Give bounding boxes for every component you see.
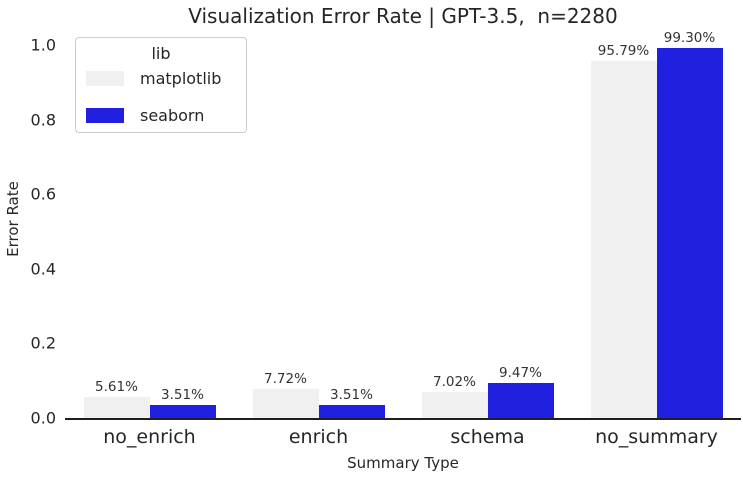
x-tick-label-no_enrich: no_enrich: [103, 426, 196, 448]
bar-seaborn-enrich: [318, 405, 385, 418]
y-tick-label: 0.2: [30, 333, 56, 353]
y-tick-label: 0.4: [30, 259, 56, 279]
legend-label: matplotlib: [140, 69, 222, 88]
bar-seaborn-schema: [487, 383, 554, 418]
x-axis-label: Summary Type: [347, 454, 459, 472]
bar-value-label: 5.61%: [95, 379, 138, 395]
y-tick-label: 0.0: [30, 408, 56, 428]
bar-value-label: 99.30%: [663, 30, 716, 46]
bar-matplotlib-no_enrich: [83, 397, 150, 418]
x-tick-label-schema: schema: [450, 426, 525, 448]
bar-seaborn-no_enrich: [149, 405, 216, 418]
legend-swatch-seaborn: [86, 108, 124, 123]
bar-value-label: 95.79%: [597, 43, 650, 59]
chart-title: Visualization Error Rate | GPT-3.5, n=22…: [188, 4, 618, 28]
bar-value-label: 7.02%: [433, 374, 476, 390]
bar-matplotlib-no_summary: [590, 61, 657, 418]
y-tick-label: 0.6: [30, 184, 56, 204]
y-tick-label: 0.8: [30, 110, 56, 130]
bar-seaborn-no_summary: [656, 48, 723, 418]
x-tick-label-enrich: enrich: [288, 426, 349, 448]
legend-title: lib: [151, 44, 171, 63]
bar-value-label: 7.72%: [264, 371, 307, 387]
legend-swatch-matplotlib: [86, 71, 124, 86]
bar-matplotlib-enrich: [252, 389, 319, 418]
bar-value-label: 9.47%: [499, 365, 542, 381]
bar-matplotlib-schema: [421, 392, 488, 418]
bar-value-label: 3.51%: [330, 387, 373, 403]
x-axis-line: [65, 418, 741, 420]
x-tick-label-no_summary: no_summary: [595, 426, 718, 448]
legend-box: lib matplotlib seaborn: [75, 37, 247, 133]
legend-label: seaborn: [140, 106, 205, 125]
y-tick-label: 1.0: [30, 35, 56, 55]
bar-value-label: 3.51%: [161, 387, 204, 403]
